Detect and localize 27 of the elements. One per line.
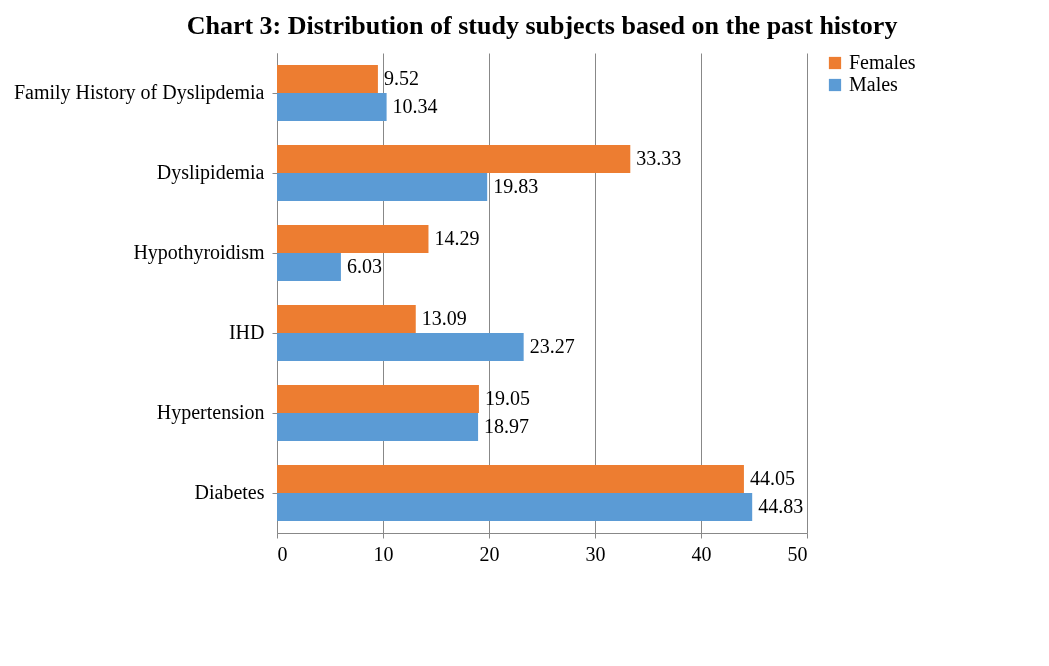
- data-label: 13.09: [421, 307, 467, 329]
- data-label: 44.83: [758, 495, 804, 517]
- y-tick-label: Diabetes: [194, 481, 265, 503]
- y-tick-label: Family History of Dyslipdemia: [13, 81, 265, 104]
- data-label: 14.29: [434, 227, 480, 249]
- data-label: 18.97: [484, 415, 530, 437]
- data-label: 10.34: [392, 95, 438, 117]
- x-tick-label: 10: [373, 542, 394, 565]
- data-label: 6.03: [346, 255, 382, 277]
- x-tick-label: 30: [585, 542, 606, 565]
- data-label: 9.52: [383, 67, 419, 89]
- data-label: 23.27: [529, 335, 575, 357]
- chart-title: Chart 3: Distribution of study subjects based on the past history: [186, 11, 898, 40]
- data-label: 19.83: [493, 175, 539, 197]
- x-tick-label: 50: [787, 542, 808, 565]
- x-tick-label: 40: [691, 542, 712, 565]
- y-tick-label: Hypothyroidism: [133, 241, 265, 264]
- x-tick-label: 0: [277, 542, 288, 565]
- y-tick-label: Hypertension: [156, 401, 265, 424]
- data-label: 19.05: [484, 387, 530, 409]
- legend-label: Females: [849, 51, 916, 73]
- data-label: 33.33: [636, 147, 682, 169]
- y-tick-label: IHD: [228, 321, 265, 343]
- y-tick-label: Dyslipidemia: [156, 161, 265, 184]
- x-tick-label: 20: [479, 542, 500, 565]
- data-label: 44.05: [749, 467, 795, 489]
- legend-label: Males: [849, 73, 899, 95]
